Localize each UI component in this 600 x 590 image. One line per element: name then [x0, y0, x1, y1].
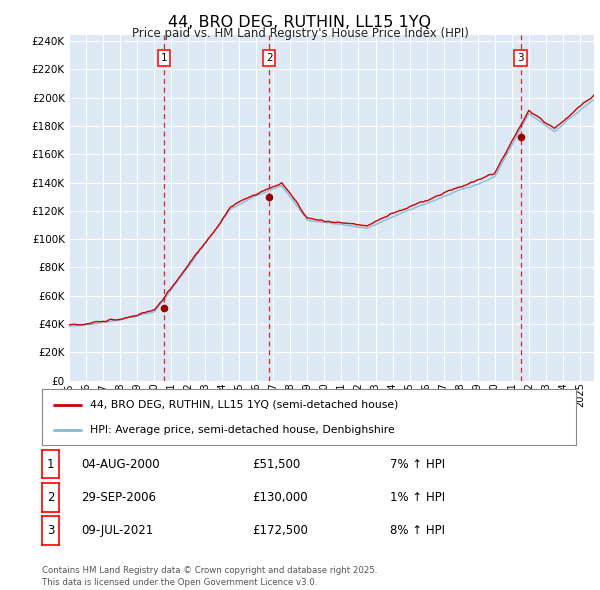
Text: 04-AUG-2000: 04-AUG-2000 [81, 458, 160, 471]
Text: Contains HM Land Registry data © Crown copyright and database right 2025.
This d: Contains HM Land Registry data © Crown c… [42, 566, 377, 587]
Text: 7% ↑ HPI: 7% ↑ HPI [390, 458, 445, 471]
Text: 8% ↑ HPI: 8% ↑ HPI [390, 524, 445, 537]
Text: Price paid vs. HM Land Registry's House Price Index (HPI): Price paid vs. HM Land Registry's House … [131, 27, 469, 40]
Text: HPI: Average price, semi-detached house, Denbighshire: HPI: Average price, semi-detached house,… [90, 425, 395, 435]
Text: £51,500: £51,500 [252, 458, 300, 471]
Text: £172,500: £172,500 [252, 524, 308, 537]
Text: 1: 1 [47, 458, 54, 471]
Text: 3: 3 [47, 524, 54, 537]
Text: 44, BRO DEG, RUTHIN, LL15 1YQ: 44, BRO DEG, RUTHIN, LL15 1YQ [169, 15, 431, 30]
Text: £130,000: £130,000 [252, 491, 308, 504]
Text: 2: 2 [266, 53, 272, 63]
Text: 2: 2 [47, 491, 54, 504]
Text: 1% ↑ HPI: 1% ↑ HPI [390, 491, 445, 504]
Text: 3: 3 [517, 53, 524, 63]
Text: 1: 1 [161, 53, 167, 63]
Text: 44, BRO DEG, RUTHIN, LL15 1YQ (semi-detached house): 44, BRO DEG, RUTHIN, LL15 1YQ (semi-deta… [90, 399, 398, 409]
Text: 29-SEP-2006: 29-SEP-2006 [81, 491, 156, 504]
Text: 09-JUL-2021: 09-JUL-2021 [81, 524, 153, 537]
